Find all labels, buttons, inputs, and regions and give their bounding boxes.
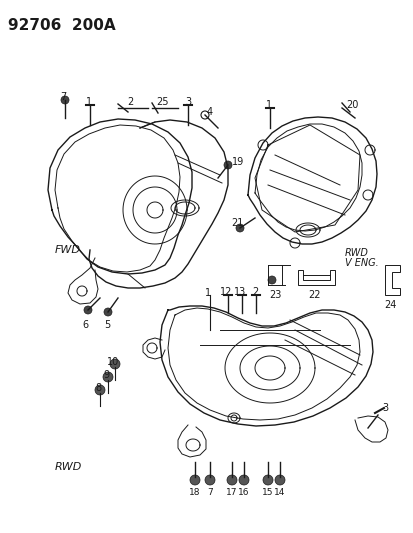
Circle shape [226, 475, 236, 485]
Text: 23: 23 [268, 290, 280, 300]
Text: 18: 18 [189, 488, 200, 497]
Text: 2: 2 [126, 97, 133, 107]
Circle shape [110, 359, 120, 369]
Circle shape [204, 475, 214, 485]
Text: 1: 1 [204, 288, 211, 298]
Text: V ENG.: V ENG. [344, 258, 378, 268]
Circle shape [104, 308, 112, 316]
Text: 92706  200A: 92706 200A [8, 18, 115, 33]
Text: 7: 7 [206, 488, 212, 497]
Circle shape [61, 96, 69, 104]
Text: 19: 19 [231, 157, 244, 167]
Text: 3: 3 [381, 403, 387, 413]
Text: 16: 16 [237, 488, 249, 497]
Text: 15: 15 [261, 488, 273, 497]
Text: RWD: RWD [55, 462, 82, 472]
Text: 6: 6 [82, 320, 88, 330]
Circle shape [238, 475, 248, 485]
Circle shape [223, 161, 231, 169]
Text: 14: 14 [274, 488, 285, 497]
Text: 2: 2 [251, 287, 257, 297]
Text: 1: 1 [86, 97, 92, 107]
Text: RWD: RWD [344, 248, 368, 258]
Text: 8: 8 [95, 383, 101, 393]
Text: 22: 22 [308, 290, 320, 300]
Text: 4: 4 [206, 107, 213, 117]
Text: 25: 25 [157, 97, 169, 107]
Text: 10: 10 [107, 357, 119, 367]
Circle shape [95, 385, 105, 395]
Text: 17: 17 [225, 488, 237, 497]
Text: 20: 20 [345, 100, 357, 110]
Circle shape [274, 475, 284, 485]
Circle shape [103, 372, 113, 382]
Circle shape [267, 276, 275, 284]
Text: FWD: FWD [55, 245, 81, 255]
Circle shape [190, 475, 199, 485]
Text: 3: 3 [185, 97, 191, 107]
Text: 9: 9 [103, 370, 109, 380]
Text: 12: 12 [219, 287, 232, 297]
Text: 7: 7 [60, 92, 66, 102]
Circle shape [84, 306, 92, 314]
Text: 24: 24 [383, 300, 395, 310]
Text: 13: 13 [233, 287, 246, 297]
Circle shape [262, 475, 272, 485]
Text: 1: 1 [265, 100, 271, 110]
Text: 5: 5 [104, 320, 110, 330]
Text: 21: 21 [230, 218, 242, 228]
Circle shape [235, 224, 243, 232]
